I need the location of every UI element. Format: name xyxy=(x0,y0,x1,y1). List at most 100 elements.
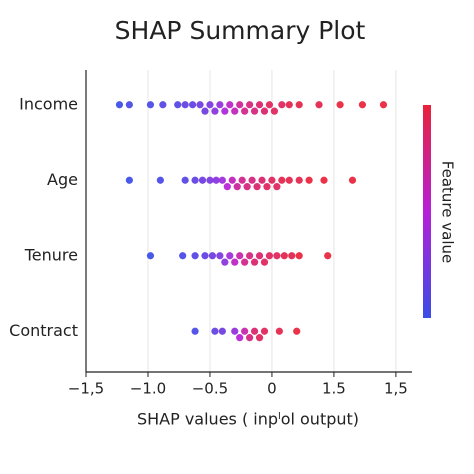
x-axis-label: SHAP values ( inpˡol output) xyxy=(137,410,359,429)
point xyxy=(221,107,229,115)
point xyxy=(336,101,344,109)
point xyxy=(348,176,357,184)
point xyxy=(174,101,182,109)
point xyxy=(250,107,259,115)
point xyxy=(255,334,264,342)
point xyxy=(211,327,219,335)
point xyxy=(206,101,214,109)
point xyxy=(246,252,254,260)
point xyxy=(255,252,264,260)
y-tick-label: Income xyxy=(19,94,78,113)
point xyxy=(258,176,266,184)
point xyxy=(260,258,269,266)
point xyxy=(324,252,332,260)
point xyxy=(218,327,226,335)
y-tick-label: Contract xyxy=(9,321,78,340)
point xyxy=(273,252,281,260)
x-tick-label: 1,5 xyxy=(384,380,408,398)
point xyxy=(270,107,279,115)
point xyxy=(278,101,286,109)
point xyxy=(238,176,246,184)
point xyxy=(125,176,133,184)
point xyxy=(233,183,241,191)
point xyxy=(358,101,367,109)
y-tick-label: Tenure xyxy=(24,245,78,264)
point xyxy=(201,107,209,115)
point xyxy=(278,176,286,184)
colorbar xyxy=(423,105,431,318)
point xyxy=(295,101,303,109)
point xyxy=(198,176,207,184)
point xyxy=(288,252,296,260)
point xyxy=(253,183,261,191)
point xyxy=(221,258,229,266)
point xyxy=(246,101,254,109)
point xyxy=(125,101,133,109)
point xyxy=(211,107,219,115)
point xyxy=(285,101,293,109)
point xyxy=(273,183,281,191)
colorbar-label: Feature value xyxy=(439,161,457,263)
point xyxy=(159,101,167,109)
point xyxy=(248,176,256,184)
point xyxy=(241,107,249,115)
point xyxy=(146,252,155,260)
point xyxy=(231,258,239,266)
point xyxy=(191,176,199,184)
point xyxy=(293,327,301,335)
point xyxy=(201,252,209,260)
point xyxy=(260,327,269,335)
point xyxy=(320,176,328,184)
point xyxy=(263,183,271,191)
point xyxy=(231,327,239,335)
x-tick-label: −1,5 xyxy=(68,380,104,398)
point xyxy=(265,101,274,109)
chart-title: SHAP Summary Plot xyxy=(115,16,366,45)
point xyxy=(206,176,214,184)
point xyxy=(255,101,264,109)
point xyxy=(236,252,244,260)
point xyxy=(216,252,224,260)
point xyxy=(236,101,244,109)
x-tick-label: −0.5 xyxy=(192,380,228,398)
x-tick-label: 0 xyxy=(267,380,277,398)
point xyxy=(241,258,249,266)
point xyxy=(146,101,155,109)
point xyxy=(250,258,259,266)
point xyxy=(275,327,283,335)
point xyxy=(268,176,276,184)
point xyxy=(246,334,254,342)
x-tick-label: −1.0 xyxy=(130,380,166,398)
point xyxy=(236,334,244,342)
y-tick-label: Age xyxy=(47,170,78,189)
point xyxy=(315,101,323,109)
point xyxy=(181,176,189,184)
point xyxy=(285,176,293,184)
point xyxy=(305,176,313,184)
x-tick-label: 1.5 xyxy=(322,380,346,398)
point xyxy=(156,176,164,184)
point xyxy=(243,183,251,191)
point xyxy=(260,107,269,115)
point xyxy=(241,327,249,335)
point xyxy=(196,101,204,109)
point xyxy=(115,101,124,109)
point xyxy=(191,252,199,260)
point xyxy=(228,176,236,184)
point xyxy=(189,101,197,109)
point xyxy=(208,252,217,260)
point xyxy=(181,101,189,109)
point xyxy=(295,252,303,260)
point xyxy=(226,252,234,260)
point xyxy=(231,107,239,115)
point xyxy=(218,176,226,184)
point xyxy=(223,183,231,191)
point xyxy=(250,327,259,335)
point xyxy=(295,176,303,184)
point xyxy=(226,101,234,109)
point xyxy=(179,252,187,260)
point xyxy=(216,101,224,109)
point xyxy=(265,252,274,260)
point xyxy=(212,176,220,184)
